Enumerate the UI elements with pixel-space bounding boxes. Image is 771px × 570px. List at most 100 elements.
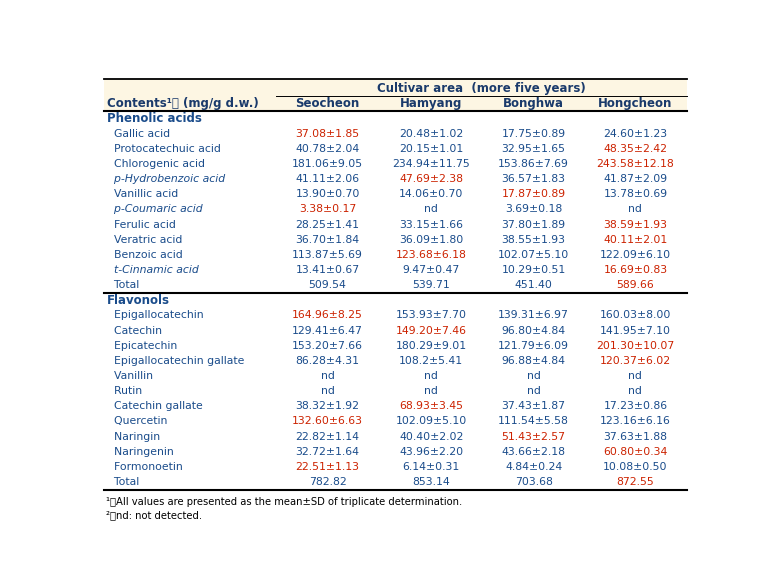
- Text: 17.75±0.89: 17.75±0.89: [502, 129, 566, 139]
- Text: Rutin: Rutin: [107, 386, 143, 396]
- Text: 589.66: 589.66: [617, 280, 655, 290]
- Text: Catechin gallate: Catechin gallate: [107, 401, 203, 411]
- Text: Cultivar area  (more five years): Cultivar area (more five years): [377, 82, 585, 95]
- Text: nd: nd: [321, 371, 335, 381]
- Text: 24.60±1.23: 24.60±1.23: [604, 129, 668, 139]
- Text: 9.47±0.47: 9.47±0.47: [402, 265, 460, 275]
- Text: Naringenin: Naringenin: [107, 447, 174, 457]
- Text: t-Cinnamic acid: t-Cinnamic acid: [107, 265, 199, 275]
- Text: 13.41±0.67: 13.41±0.67: [295, 265, 359, 275]
- Text: 86.28±4.31: 86.28±4.31: [295, 356, 359, 366]
- Text: Hamyang: Hamyang: [400, 96, 463, 109]
- Text: Protocatechuic acid: Protocatechuic acid: [107, 144, 221, 154]
- Text: 16.69±0.83: 16.69±0.83: [604, 265, 668, 275]
- Text: 139.31±6.97: 139.31±6.97: [498, 311, 569, 320]
- Text: 3.69±0.18: 3.69±0.18: [505, 205, 562, 214]
- Text: 38.55±1.93: 38.55±1.93: [502, 235, 566, 245]
- Text: 4.84±0.24: 4.84±0.24: [505, 462, 562, 472]
- Text: 234.94±11.75: 234.94±11.75: [392, 159, 470, 169]
- Text: 36.09±1.80: 36.09±1.80: [399, 235, 463, 245]
- Text: nd: nd: [424, 371, 438, 381]
- Text: Epigallocatechin gallate: Epigallocatechin gallate: [107, 356, 244, 366]
- Text: 20.48±1.02: 20.48±1.02: [399, 129, 463, 139]
- Text: Hongcheon: Hongcheon: [598, 96, 672, 109]
- Text: 123.68±6.18: 123.68±6.18: [396, 250, 466, 260]
- Text: 102.09±5.10: 102.09±5.10: [396, 417, 467, 426]
- Text: nd: nd: [527, 371, 540, 381]
- Text: 872.55: 872.55: [617, 477, 655, 487]
- Text: nd: nd: [628, 205, 642, 214]
- Text: 243.58±12.18: 243.58±12.18: [597, 159, 675, 169]
- Text: 10.08±0.50: 10.08±0.50: [603, 462, 668, 472]
- Text: 13.90±0.70: 13.90±0.70: [295, 189, 360, 200]
- Text: Ferulic acid: Ferulic acid: [107, 219, 176, 230]
- Text: 38.59±1.93: 38.59±1.93: [604, 219, 668, 230]
- Text: 43.96±2.20: 43.96±2.20: [399, 447, 463, 457]
- Text: Bonghwa: Bonghwa: [503, 96, 564, 109]
- Text: 41.87±2.09: 41.87±2.09: [604, 174, 668, 184]
- Text: 13.78±0.69: 13.78±0.69: [604, 189, 668, 200]
- Text: Contents¹⧸ (mg/g d.w.): Contents¹⧸ (mg/g d.w.): [107, 96, 259, 109]
- Text: 48.35±2.42: 48.35±2.42: [604, 144, 668, 154]
- Text: nd: nd: [527, 386, 540, 396]
- Text: Total: Total: [107, 280, 140, 290]
- Text: 17.87±0.89: 17.87±0.89: [502, 189, 566, 200]
- Text: 451.40: 451.40: [515, 280, 553, 290]
- Text: 37.43±1.87: 37.43±1.87: [502, 401, 566, 411]
- Text: 141.95±7.10: 141.95±7.10: [600, 325, 671, 336]
- Text: 153.93±7.70: 153.93±7.70: [396, 311, 466, 320]
- Text: 113.87±5.69: 113.87±5.69: [292, 250, 363, 260]
- Text: nd: nd: [321, 386, 335, 396]
- Text: 68.93±3.45: 68.93±3.45: [399, 401, 463, 411]
- Text: 40.78±2.04: 40.78±2.04: [295, 144, 359, 154]
- Text: 10.29±0.51: 10.29±0.51: [501, 265, 566, 275]
- Text: 164.96±8.25: 164.96±8.25: [292, 311, 363, 320]
- Text: 149.20±7.46: 149.20±7.46: [396, 325, 466, 336]
- Text: 22.82±1.14: 22.82±1.14: [295, 431, 359, 442]
- Text: Total: Total: [107, 477, 140, 487]
- Text: nd: nd: [424, 205, 438, 214]
- Text: 108.2±5.41: 108.2±5.41: [399, 356, 463, 366]
- Text: 47.69±2.38: 47.69±2.38: [399, 174, 463, 184]
- Text: 153.20±7.66: 153.20±7.66: [292, 341, 363, 351]
- Text: 37.08±1.85: 37.08±1.85: [295, 129, 359, 139]
- Text: ²⧸nd: not detected.: ²⧸nd: not detected.: [106, 510, 202, 520]
- Text: 36.70±1.84: 36.70±1.84: [295, 235, 359, 245]
- Text: 22.51±1.13: 22.51±1.13: [295, 462, 359, 472]
- Text: Seocheon: Seocheon: [295, 96, 359, 109]
- Text: 181.06±9.05: 181.06±9.05: [292, 159, 363, 169]
- Text: Benzoic acid: Benzoic acid: [107, 250, 183, 260]
- Text: 20.15±1.01: 20.15±1.01: [399, 144, 463, 154]
- Text: 40.11±2.01: 40.11±2.01: [603, 235, 668, 245]
- Text: 33.15±1.66: 33.15±1.66: [399, 219, 463, 230]
- Text: 41.11±2.06: 41.11±2.06: [295, 174, 359, 184]
- Text: 6.14±0.31: 6.14±0.31: [402, 462, 460, 472]
- Text: Veratric acid: Veratric acid: [107, 235, 183, 245]
- Text: 120.37±6.02: 120.37±6.02: [600, 356, 671, 366]
- Text: 17.23±0.86: 17.23±0.86: [604, 401, 668, 411]
- Text: Chlorogenic acid: Chlorogenic acid: [107, 159, 205, 169]
- Text: 121.79±6.09: 121.79±6.09: [498, 341, 569, 351]
- Text: 160.03±8.00: 160.03±8.00: [600, 311, 671, 320]
- Text: 96.80±4.84: 96.80±4.84: [502, 325, 566, 336]
- Text: nd: nd: [628, 386, 642, 396]
- Text: Flavonols: Flavonols: [107, 294, 170, 307]
- Text: 122.09±6.10: 122.09±6.10: [600, 250, 671, 260]
- Text: 111.54±5.58: 111.54±5.58: [498, 417, 569, 426]
- Text: 703.68: 703.68: [515, 477, 553, 487]
- Text: 37.80±1.89: 37.80±1.89: [502, 219, 566, 230]
- Text: Gallic acid: Gallic acid: [107, 129, 170, 139]
- Text: Epigallocatechin: Epigallocatechin: [107, 311, 204, 320]
- Text: 28.25±1.41: 28.25±1.41: [295, 219, 359, 230]
- Text: 509.54: 509.54: [308, 280, 346, 290]
- Text: 32.95±1.65: 32.95±1.65: [502, 144, 566, 154]
- Text: Quercetin: Quercetin: [107, 417, 167, 426]
- Text: Formonoetin: Formonoetin: [107, 462, 183, 472]
- Text: 132.60±6.63: 132.60±6.63: [292, 417, 363, 426]
- Text: Vanillin: Vanillin: [107, 371, 153, 381]
- Text: 201.30±10.07: 201.30±10.07: [596, 341, 675, 351]
- Text: Epicatechin: Epicatechin: [107, 341, 177, 351]
- Text: 102.07±5.10: 102.07±5.10: [498, 250, 569, 260]
- Text: 853.14: 853.14: [412, 477, 450, 487]
- Text: 782.82: 782.82: [308, 477, 346, 487]
